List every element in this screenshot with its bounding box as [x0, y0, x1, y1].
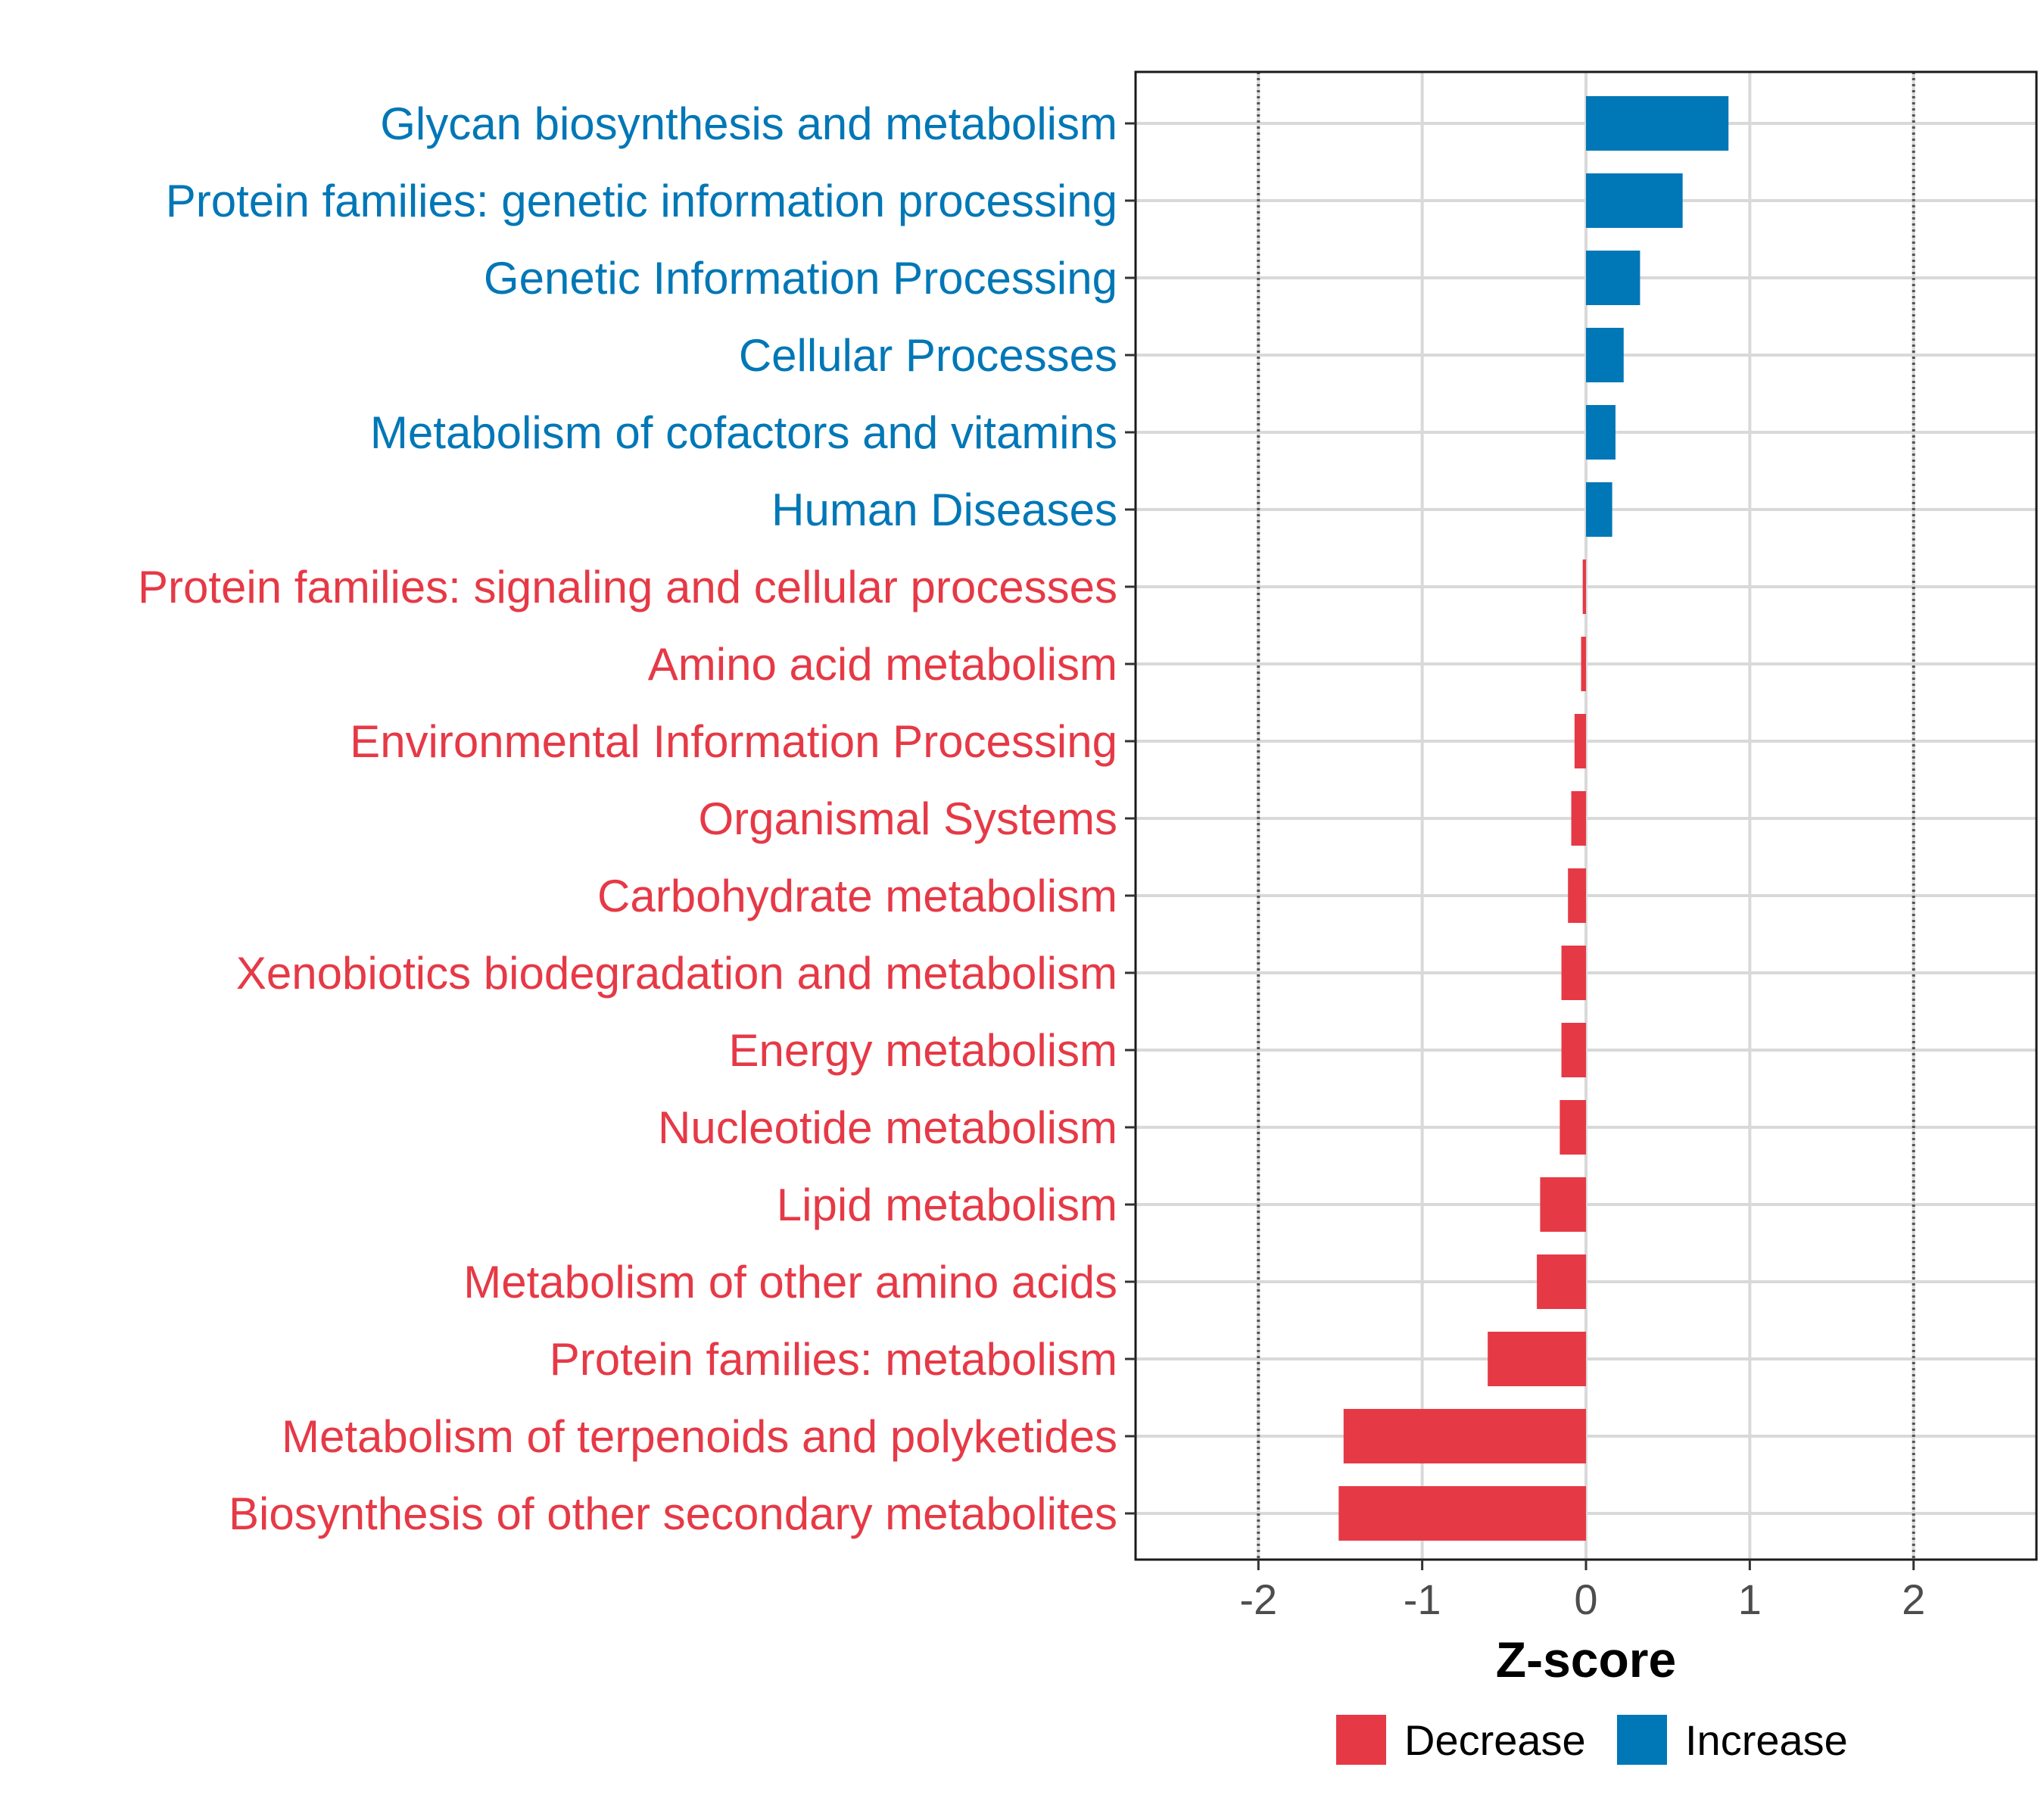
- bar-decrease: [1581, 637, 1586, 691]
- category-label: Biosynthesis of other secondary metaboli…: [229, 1488, 1117, 1539]
- bar-decrease: [1338, 1486, 1586, 1541]
- legend: Decrease Increase: [1336, 1715, 1848, 1765]
- bar-decrease: [1537, 1254, 1586, 1309]
- bar-decrease: [1574, 714, 1586, 768]
- legend-swatch-decrease: [1336, 1715, 1386, 1765]
- bar-increase: [1586, 482, 1612, 537]
- bar-increase: [1586, 96, 1729, 151]
- x-tick-label: 1: [1738, 1575, 1762, 1623]
- category-label: Organismal Systems: [699, 793, 1117, 844]
- bar-decrease: [1571, 791, 1586, 846]
- x-axis-title: Z-score: [1496, 1632, 1676, 1688]
- category-label: Protein families: metabolism: [550, 1334, 1117, 1385]
- y-axis-labels: Glycan biosynthesis and metabolism Protei…: [138, 98, 1117, 1539]
- legend-label: Decrease: [1404, 1716, 1586, 1764]
- category-label: Cellular Processes: [739, 330, 1117, 381]
- bars: [1338, 96, 1729, 1541]
- legend-swatch-increase: [1617, 1715, 1667, 1765]
- category-label: Nucleotide metabolism: [658, 1102, 1117, 1153]
- bar-increase: [1586, 251, 1640, 305]
- category-label: Metabolism of cofactors and vitamins: [370, 407, 1117, 458]
- category-label: Amino acid metabolism: [648, 639, 1117, 690]
- category-label: Metabolism of other amino acids: [463, 1257, 1117, 1307]
- bar-decrease: [1561, 946, 1586, 1000]
- category-label: Lipid metabolism: [777, 1180, 1117, 1230]
- bar-decrease: [1540, 1177, 1586, 1232]
- x-tick-label: -2: [1239, 1575, 1277, 1623]
- bar-decrease: [1488, 1332, 1586, 1386]
- category-label: Human Diseases: [771, 485, 1117, 535]
- bar-decrease: [1582, 559, 1586, 614]
- x-tick-label: -1: [1404, 1575, 1441, 1623]
- category-label: Energy metabolism: [728, 1025, 1117, 1076]
- bar-increase: [1586, 405, 1616, 460]
- category-label: Glycan biosynthesis and metabolism: [380, 98, 1117, 149]
- bar-increase: [1586, 173, 1683, 228]
- x-axis-ticks: -2 -1 0 1 2: [1239, 1560, 1925, 1623]
- category-label: Carbohydrate metabolism: [597, 871, 1117, 921]
- category-label: Protein families: genetic information pr…: [166, 176, 1117, 226]
- category-label: Xenobiotics biodegradation and metabolis…: [236, 948, 1117, 999]
- bar-increase: [1586, 328, 1624, 382]
- bar-decrease: [1568, 868, 1586, 923]
- y-axis-ticks: [1125, 122, 1136, 1515]
- bar-decrease: [1343, 1409, 1586, 1463]
- x-tick-label: 0: [1574, 1575, 1597, 1623]
- bar-decrease: [1559, 1100, 1586, 1155]
- category-label: Metabolism of terpenoids and polyketides: [282, 1411, 1117, 1462]
- bar-decrease: [1561, 1023, 1586, 1077]
- legend-label: Increase: [1685, 1716, 1848, 1764]
- category-label: Genetic Information Processing: [484, 253, 1117, 304]
- category-label: Environmental Information Processing: [350, 716, 1117, 767]
- x-tick-label: 2: [1902, 1575, 1925, 1623]
- category-label: Protein families: signaling and cellular…: [138, 562, 1117, 612]
